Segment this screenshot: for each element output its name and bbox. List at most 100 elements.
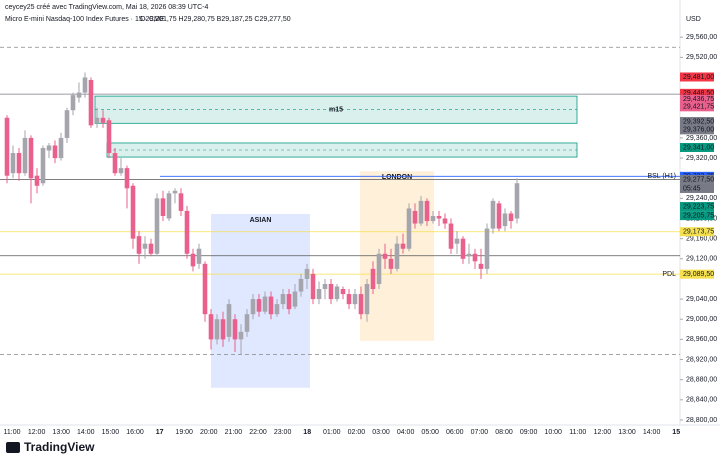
candle-body xyxy=(4,117,10,176)
candle-body xyxy=(292,291,298,307)
countdown-box xyxy=(680,183,714,193)
candle-body xyxy=(58,137,64,159)
countdown: 05:45 xyxy=(683,185,701,192)
candle-body xyxy=(118,168,124,174)
x-tick-label: 07:00 xyxy=(471,429,489,436)
candle-body xyxy=(112,153,118,174)
x-tick-label: 15:00 xyxy=(102,429,120,436)
candle-body xyxy=(496,203,502,229)
candle-body xyxy=(514,183,520,219)
x-tick-label: 22:00 xyxy=(249,429,267,436)
ohlc: O29,201,75 H29,280,75 B29,187,25 C29,277… xyxy=(140,16,291,23)
y-tick-label: 29,520,00 xyxy=(686,54,717,61)
candle-body xyxy=(454,238,460,244)
candle-body xyxy=(76,92,82,98)
candle-body xyxy=(400,243,406,249)
candle-body xyxy=(448,223,454,249)
candle-body xyxy=(172,190,178,194)
candle-body xyxy=(262,296,268,312)
x-tick-label: 16:00 xyxy=(126,429,144,436)
x-tick-label: 05:00 xyxy=(421,429,439,436)
level-label: BSL (H1) xyxy=(647,173,676,180)
candle-body xyxy=(34,175,40,186)
candle-body xyxy=(322,283,328,290)
candle-body xyxy=(196,248,202,264)
y-tick-label: 29,160,00 xyxy=(686,235,717,242)
x-tick-label: 09:00 xyxy=(520,429,538,436)
price-tag-label: 29,205,75 xyxy=(683,212,714,219)
x-tick-label: 15 xyxy=(672,429,680,436)
x-tick-label: 12:00 xyxy=(594,429,612,436)
candle-body xyxy=(424,200,430,222)
candle-body xyxy=(46,145,52,151)
candle-body xyxy=(94,117,100,123)
candle-body xyxy=(406,208,412,249)
candle-body xyxy=(28,137,34,179)
candle-body xyxy=(340,289,346,295)
candle-body xyxy=(460,238,466,259)
candle-body xyxy=(484,228,490,269)
candle-body xyxy=(136,236,142,254)
y-tick-label: 28,960,00 xyxy=(686,336,717,343)
candle-body xyxy=(142,243,148,249)
candle-body xyxy=(106,120,112,154)
candle-body xyxy=(412,210,418,224)
symbol: Micro E-mini Nasdaq-100 Index Futures · … xyxy=(5,16,165,23)
x-tick-label: 11:00 xyxy=(569,429,586,436)
level-label: PDL xyxy=(662,271,676,278)
price-tag-label: 29,436,75 xyxy=(683,96,714,103)
x-tick-label: 08:00 xyxy=(495,429,513,436)
candle-body xyxy=(256,299,262,312)
candle-body xyxy=(160,198,166,216)
candle-body xyxy=(244,314,250,332)
candle-body xyxy=(274,304,280,315)
brand: TradingView xyxy=(24,440,95,454)
price-tag-label: 29,376,00 xyxy=(683,127,714,134)
candle-body xyxy=(502,213,508,227)
caption: ceycey25 créé avec TradingView.com, Mai … xyxy=(5,4,208,11)
candle-body xyxy=(358,294,364,315)
plot-area: m15 ASIAN LONDON BSL (H1) PDL xyxy=(0,46,680,388)
y-tick-label: 28,800,00 xyxy=(686,417,717,424)
candle-body xyxy=(442,218,448,224)
candle-body xyxy=(238,331,244,340)
price-tag xyxy=(680,142,714,152)
candle-body xyxy=(52,145,58,159)
candle-body xyxy=(298,278,304,292)
price-tag-label: 29,223,75 xyxy=(683,203,714,210)
zone-label: m15 xyxy=(329,107,343,114)
price-tag xyxy=(680,211,714,221)
x-tick-label: 19:00 xyxy=(175,429,193,436)
zone-label: LONDON xyxy=(382,174,412,181)
price-tag xyxy=(680,202,714,212)
y-tick-label: 28,920,00 xyxy=(686,356,717,363)
x-tick-label: 06:00 xyxy=(446,429,464,436)
candle-body xyxy=(418,200,424,224)
price-tag-label: 29,448,50 xyxy=(683,90,714,97)
y-tick-label: 29,000,00 xyxy=(686,316,717,323)
candle-body xyxy=(394,243,400,269)
candle-body xyxy=(40,147,46,184)
candle-body xyxy=(208,314,214,340)
x-tick-label: 14:00 xyxy=(643,429,661,436)
candle-body xyxy=(154,198,160,254)
y-tick-label: 29,240,00 xyxy=(686,195,717,202)
x-tick-label: 17 xyxy=(156,429,164,436)
x-tick-label: 13:00 xyxy=(52,429,70,436)
candle-body xyxy=(268,296,274,315)
candle-body xyxy=(478,263,484,269)
x-tick-label: 01:00 xyxy=(323,429,341,436)
candle-body xyxy=(376,253,382,284)
price-tag-label: 29,341,00 xyxy=(683,144,714,151)
price-tag xyxy=(680,125,714,135)
candle-body xyxy=(22,137,28,174)
price-tag-label: 29,392,50 xyxy=(683,118,714,125)
y-tick-label: 28,840,00 xyxy=(686,397,717,404)
price-tag-label: 29,277,50 xyxy=(683,176,714,183)
candle-body xyxy=(100,117,106,123)
x-tick-label: 20:00 xyxy=(200,429,218,436)
y-tick-label: 29,120,00 xyxy=(686,256,717,263)
candle-body xyxy=(70,95,76,111)
